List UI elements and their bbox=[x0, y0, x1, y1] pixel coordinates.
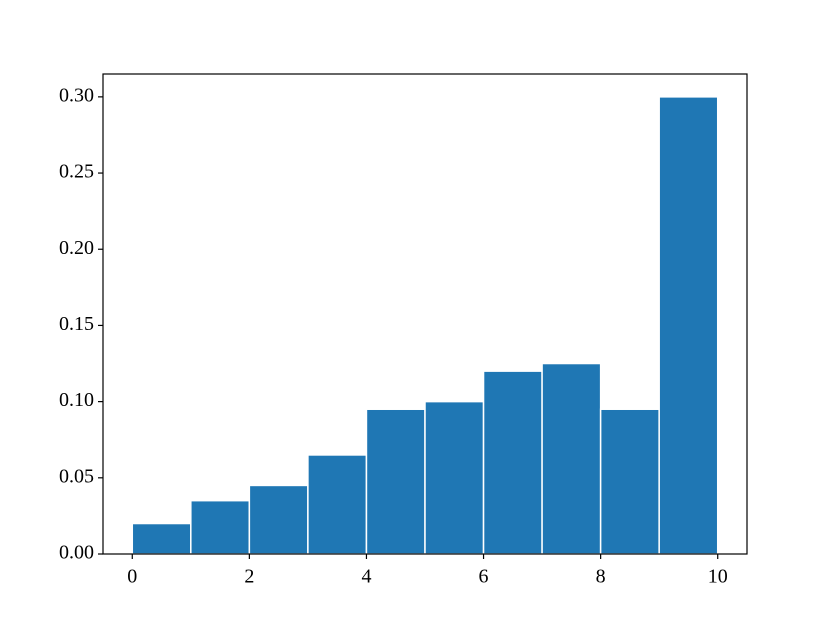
plot-frame bbox=[102, 73, 748, 555]
x-tick-label: 8 bbox=[596, 566, 606, 588]
y-tick-label: 0.20 bbox=[59, 237, 94, 259]
bar bbox=[248, 484, 309, 555]
y-tick-label: 0.15 bbox=[59, 313, 94, 335]
y-tick-label: 0.10 bbox=[59, 389, 94, 411]
bar bbox=[599, 408, 660, 555]
x-tick-label: 2 bbox=[244, 566, 254, 588]
y-tick-label: 0.25 bbox=[59, 161, 94, 183]
bar bbox=[365, 408, 426, 555]
bar bbox=[424, 400, 485, 555]
bar bbox=[482, 370, 543, 555]
y-tick-label: 0.30 bbox=[59, 84, 94, 106]
x-tick-label: 10 bbox=[708, 566, 728, 588]
bar bbox=[131, 522, 192, 555]
y-tick-label: 0.05 bbox=[59, 465, 94, 487]
bar bbox=[658, 96, 719, 555]
bar bbox=[190, 499, 251, 555]
x-tick-label: 0 bbox=[127, 566, 137, 588]
bar bbox=[307, 454, 368, 555]
y-tick-label: 0.00 bbox=[59, 542, 94, 564]
bar bbox=[541, 362, 602, 555]
x-tick-label: 6 bbox=[479, 566, 489, 588]
x-tick-label: 4 bbox=[361, 566, 371, 588]
